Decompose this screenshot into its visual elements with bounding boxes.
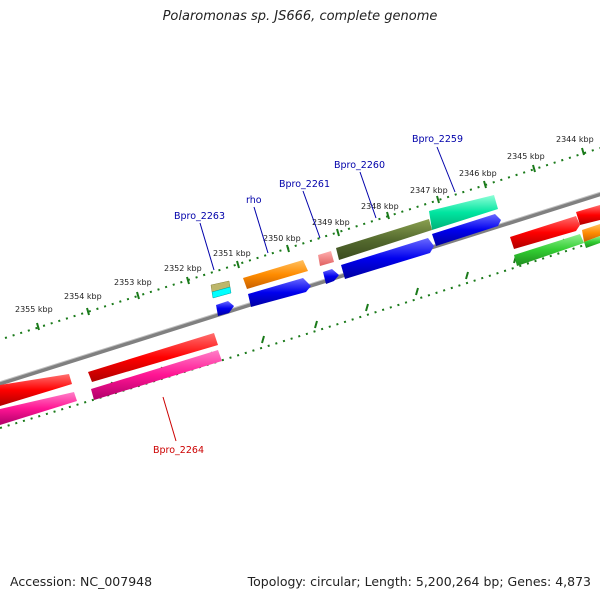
scale-label: 2346 kbp	[459, 169, 497, 178]
map-title: Polaromonas sp. JS666, complete genome	[162, 9, 438, 24]
feature-red[interactable]	[576, 205, 600, 225]
feature-pink[interactable]	[91, 350, 222, 400]
scale-label: 2351 kbp	[213, 249, 251, 258]
feature-blue[interactable]	[323, 269, 339, 284]
scale-label: 2355 kbp	[15, 305, 53, 314]
feature-cyan[interactable]	[211, 286, 232, 299]
outer-scale-arc	[4, 147, 600, 339]
gene-label-bpro-2260[interactable]: Bpro_2260	[334, 160, 385, 171]
feature-red[interactable]	[88, 333, 218, 382]
scale-label: 2344 kbp	[556, 135, 594, 144]
gene-label-bpro-2261[interactable]: Bpro_2261	[279, 179, 330, 190]
scale-label: 2353 kbp	[114, 278, 152, 287]
scale-label: 2348 kbp	[361, 202, 399, 211]
gene-label-bpro-2263[interactable]: Bpro_2263	[174, 211, 225, 222]
feature-orange[interactable]	[582, 224, 600, 242]
feature-red[interactable]	[0, 374, 72, 406]
label-leaders	[162, 146, 456, 442]
gene-label-rho[interactable]: rho	[246, 195, 262, 206]
feature-blue[interactable]	[432, 214, 501, 246]
gene-label-bpro-2264[interactable]: Bpro_2264	[153, 445, 204, 456]
scale-label: 2352 kbp	[164, 264, 202, 273]
scale-label: 2345 kbp	[507, 152, 545, 161]
gene-label-bpro-2259[interactable]: Bpro_2259	[412, 134, 463, 145]
outer-major-ticks	[36, 147, 585, 331]
feature-red[interactable]	[510, 216, 580, 249]
scale-label: 2354 kbp	[64, 292, 102, 301]
feature-green[interactable]	[514, 234, 584, 266]
feature-aquamarine[interactable]	[429, 195, 498, 230]
scale-label: 2349 kbp	[312, 218, 350, 227]
scale-label: 2350 kbp	[263, 234, 301, 243]
feature-blue[interactable]	[341, 238, 434, 279]
feature-rho-orange[interactable]	[243, 260, 308, 289]
genome-summary-text: Topology: circular; Length: 5,200,264 bp…	[247, 574, 591, 589]
feature-blue[interactable]	[248, 278, 311, 307]
feature-olive[interactable]	[336, 219, 432, 260]
scale-label: 2347 kbp	[410, 186, 448, 195]
feature-blue[interactable]	[216, 301, 234, 316]
feature-salmon[interactable]	[318, 251, 334, 266]
feature-pink[interactable]	[0, 392, 77, 425]
inner-scale-arc	[0, 239, 600, 429]
accession-text: Accession: NC_007948	[10, 574, 153, 589]
feature-green[interactable]	[584, 236, 600, 248]
